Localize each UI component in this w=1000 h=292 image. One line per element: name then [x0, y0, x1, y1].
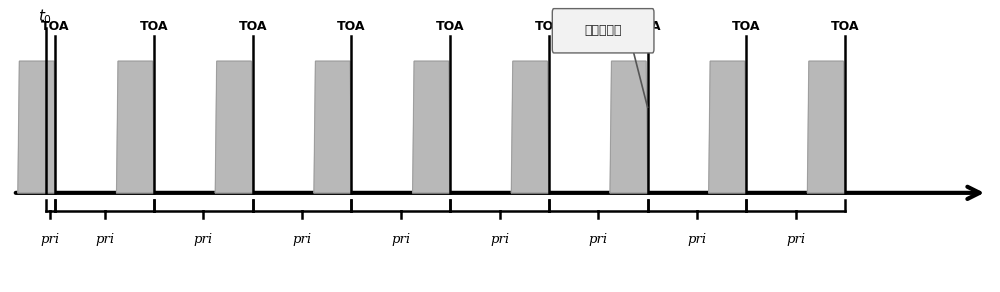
- Text: TOA: TOA: [436, 20, 464, 33]
- Polygon shape: [709, 61, 746, 193]
- Polygon shape: [511, 61, 549, 193]
- FancyBboxPatch shape: [552, 9, 654, 53]
- Text: pri: pri: [95, 233, 114, 246]
- Text: pri: pri: [786, 233, 805, 246]
- Text: pri: pri: [589, 233, 608, 246]
- Text: TOA: TOA: [633, 20, 662, 33]
- Text: pri: pri: [687, 233, 706, 246]
- Text: pri: pri: [293, 233, 312, 246]
- Text: TOA: TOA: [239, 20, 267, 33]
- Text: pri: pri: [391, 233, 410, 246]
- Polygon shape: [215, 61, 253, 193]
- Text: pri: pri: [194, 233, 213, 246]
- Polygon shape: [314, 61, 351, 193]
- Polygon shape: [18, 61, 55, 193]
- Text: 测到的脉冲: 测到的脉冲: [584, 24, 622, 37]
- Polygon shape: [117, 61, 154, 193]
- Text: TOA: TOA: [732, 20, 760, 33]
- Text: TOA: TOA: [140, 20, 168, 33]
- Polygon shape: [610, 61, 648, 193]
- Text: TOA: TOA: [41, 20, 70, 33]
- Text: pri: pri: [41, 233, 60, 246]
- Text: TOA: TOA: [337, 20, 366, 33]
- Polygon shape: [413, 61, 450, 193]
- Polygon shape: [807, 61, 845, 193]
- Text: TOA: TOA: [535, 20, 563, 33]
- Text: pri: pri: [490, 233, 509, 246]
- Text: $t_0$: $t_0$: [38, 7, 53, 26]
- Text: TOA: TOA: [831, 20, 859, 33]
